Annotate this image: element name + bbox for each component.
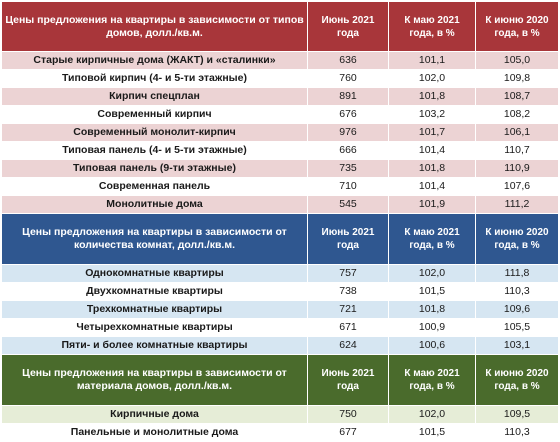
row-name: Современная панель	[1, 177, 308, 196]
col-to-june-2020: К июню 2020 года, в %	[475, 213, 559, 265]
section-header: Цены предложения на квартиры в зависимос…	[1, 354, 559, 406]
table-row: Современный кирпич 676 103,2 108,2	[1, 105, 559, 124]
row-name: Старые кирпичные дома (ЖАКТ) и «сталинки…	[1, 51, 308, 70]
row-to-june-2020: 109,8	[475, 69, 559, 88]
row-to-june-2020: 108,7	[475, 87, 559, 106]
section-title: Цены предложения на квартиры в зависимос…	[1, 1, 308, 52]
row-to-june-2020: 111,8	[475, 264, 559, 283]
row-to-may: 101,8	[388, 159, 476, 178]
col-june-2021: Июнь 2021 года	[307, 354, 389, 406]
row-june-price: 757	[307, 264, 389, 283]
table-row: Пяти- и более комнатные квартиры 624 100,6…	[1, 336, 559, 355]
row-name: Монолитные дома	[1, 195, 308, 214]
col-to-may-2021: К маю 2021 года, в %	[388, 354, 476, 406]
table-row: Типовая панель (9-ти этажные) 735 101,8 110…	[1, 159, 559, 178]
col-to-june-2020: К июню 2020 года, в %	[475, 1, 559, 52]
row-june-price: 891	[307, 87, 389, 106]
row-june-price: 710	[307, 177, 389, 196]
table-row: Современный монолит-кирпич 976 101,7 106,1	[1, 123, 559, 142]
row-name: Современный монолит-кирпич	[1, 123, 308, 142]
table-row: Двухкомнатные квартиры 738 101,5 110,3	[1, 282, 559, 301]
section-header: Цены предложения на квартиры в зависимос…	[1, 213, 559, 265]
row-june-price: 976	[307, 123, 389, 142]
row-name: Кирпичные дома	[1, 405, 308, 424]
row-june-price: 671	[307, 318, 389, 337]
table-row: Кирпичные дома 750 102,0 109,5	[1, 405, 559, 424]
row-to-june-2020: 107,6	[475, 177, 559, 196]
col-to-may-2021: К маю 2021 года, в %	[388, 1, 476, 52]
row-june-price: 760	[307, 69, 389, 88]
table-row: Панельные и монолитные дома 677 101,5 110,3	[1, 423, 559, 442]
row-june-price: 624	[307, 336, 389, 355]
row-name: Типовая панель (9-ти этажные)	[1, 159, 308, 178]
row-name: Четырехкомнатные квартиры	[1, 318, 308, 337]
row-to-may: 101,9	[388, 195, 476, 214]
col-to-may-2021: К маю 2021 года, в %	[388, 213, 476, 265]
row-name: Трехкомнатные квартиры	[1, 300, 308, 319]
row-to-may: 101,8	[388, 87, 476, 106]
table-row: Однокомнатные квартиры 757 102,0 111,8	[1, 264, 559, 283]
table-row: Современная панель 710 101,4 107,6	[1, 177, 559, 196]
row-june-price: 666	[307, 141, 389, 160]
row-june-price: 636	[307, 51, 389, 70]
table-row: Старые кирпичные дома (ЖАКТ) и «сталинки…	[1, 51, 559, 70]
row-to-june-2020: 108,2	[475, 105, 559, 124]
table-row: Типовая панель (4- и 5-ти этажные) 666 101…	[1, 141, 559, 160]
row-to-june-2020: 105,5	[475, 318, 559, 337]
table-row: Четырехкомнатные квартиры 671 100,9 105,5	[1, 318, 559, 337]
row-to-june-2020: 106,1	[475, 123, 559, 142]
row-to-june-2020: 110,3	[475, 423, 559, 442]
row-to-june-2020: 110,9	[475, 159, 559, 178]
row-june-price: 738	[307, 282, 389, 301]
row-name: Однокомнатные квартиры	[1, 264, 308, 283]
row-name: Современный кирпич	[1, 105, 308, 124]
row-name: Пяти- и более комнатные квартиры	[1, 336, 308, 355]
row-name: Типовая панель (4- и 5-ти этажные)	[1, 141, 308, 160]
row-june-price: 676	[307, 105, 389, 124]
row-to-june-2020: 111,2	[475, 195, 559, 214]
table-row: Трехкомнатные квартиры 721 101,8 109,6	[1, 300, 559, 319]
row-june-price: 735	[307, 159, 389, 178]
row-to-may: 101,8	[388, 300, 476, 319]
row-name: Панельные и монолитные дома	[1, 423, 308, 442]
row-june-price: 677	[307, 423, 389, 442]
row-name: Типовой кирпич (4- и 5-ти этажные)	[1, 69, 308, 88]
row-to-june-2020: 109,5	[475, 405, 559, 424]
section-title: Цены предложения на квартиры в зависимос…	[1, 213, 308, 265]
table-row: Типовой кирпич (4- и 5-ти этажные) 760 102…	[1, 69, 559, 88]
row-to-june-2020: 105,0	[475, 51, 559, 70]
row-to-may: 100,6	[388, 336, 476, 355]
row-to-may: 101,4	[388, 177, 476, 196]
row-to-june-2020: 110,7	[475, 141, 559, 160]
col-to-june-2020: К июню 2020 года, в %	[475, 354, 559, 406]
row-to-may: 102,0	[388, 69, 476, 88]
row-to-may: 102,0	[388, 405, 476, 424]
row-to-june-2020: 110,3	[475, 282, 559, 301]
col-june-2021: Июнь 2021 года	[307, 1, 389, 52]
row-to-june-2020: 109,6	[475, 300, 559, 319]
row-to-may: 101,1	[388, 51, 476, 70]
row-to-may: 101,5	[388, 423, 476, 442]
row-name: Двухкомнатные квартиры	[1, 282, 308, 301]
table-row: Монолитные дома 545 101,9 111,2	[1, 195, 559, 214]
row-name: Кирпич спецплан	[1, 87, 308, 106]
row-to-may: 102,0	[388, 264, 476, 283]
row-to-may: 103,2	[388, 105, 476, 124]
section-header: Цены предложения на квартиры в зависимос…	[1, 1, 559, 52]
row-to-may: 100,9	[388, 318, 476, 337]
table-row: Кирпич спецплан 891 101,8 108,7	[1, 87, 559, 106]
row-june-price: 750	[307, 405, 389, 424]
row-june-price: 545	[307, 195, 389, 214]
col-june-2021: Июнь 2021 года	[307, 213, 389, 265]
row-to-may: 101,4	[388, 141, 476, 160]
row-to-may: 101,7	[388, 123, 476, 142]
section-title: Цены предложения на квартиры в зависимос…	[1, 354, 308, 406]
row-to-may: 101,5	[388, 282, 476, 301]
row-june-price: 721	[307, 300, 389, 319]
row-to-june-2020: 103,1	[475, 336, 559, 355]
